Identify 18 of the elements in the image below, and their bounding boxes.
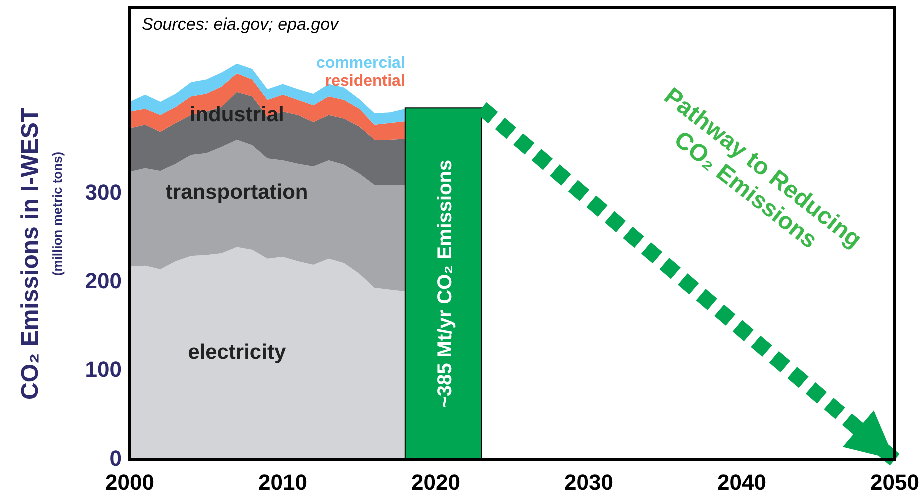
x-tick-label: 2040 [718, 470, 766, 495]
series-label: transportation [166, 181, 308, 204]
x-tick-label: 2050 [870, 470, 920, 495]
series-label: residential [325, 72, 406, 90]
annotation: ~385 Mt/yr CO₂ Emissions [434, 160, 457, 408]
series-label: electricity [188, 341, 286, 364]
annotation: Sources: eia.gov; epa.gov [142, 15, 340, 34]
x-tick-label: 2000 [106, 470, 154, 495]
x-tick-label: 2030 [564, 470, 614, 495]
y-tick-label: 100 [85, 357, 122, 382]
y-tick-label: 200 [85, 268, 122, 294]
y-tick-label: 300 [85, 180, 122, 205]
series-label: industrial [190, 104, 284, 127]
x-tick-label: 2020 [412, 470, 460, 495]
x-tick-label: 2010 [258, 470, 308, 495]
y-axis-title: CO₂ Emissions in I-WEST (million metric tons) [17, 108, 65, 400]
series-label: commercial [316, 54, 406, 72]
y-tick-label: 0 [110, 446, 122, 471]
